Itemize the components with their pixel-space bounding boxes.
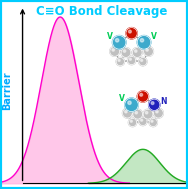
Text: V: V <box>119 94 125 103</box>
Text: V: V <box>151 32 157 41</box>
Circle shape <box>143 109 153 119</box>
Circle shape <box>139 57 147 66</box>
Circle shape <box>125 110 127 113</box>
Circle shape <box>151 102 154 105</box>
Circle shape <box>123 108 132 118</box>
Circle shape <box>110 46 120 56</box>
Circle shape <box>141 119 143 121</box>
Circle shape <box>126 28 137 39</box>
Circle shape <box>149 118 157 127</box>
Circle shape <box>137 91 149 102</box>
Circle shape <box>145 112 148 114</box>
Circle shape <box>156 110 158 113</box>
Text: N: N <box>160 97 167 106</box>
Circle shape <box>135 50 137 52</box>
Circle shape <box>115 39 119 42</box>
Circle shape <box>116 57 124 66</box>
Circle shape <box>130 120 132 122</box>
Circle shape <box>129 58 131 60</box>
Circle shape <box>140 93 143 96</box>
Circle shape <box>132 48 142 57</box>
Circle shape <box>123 50 126 52</box>
Circle shape <box>128 30 131 33</box>
Circle shape <box>146 49 148 51</box>
Circle shape <box>153 108 163 118</box>
Circle shape <box>140 39 144 42</box>
Circle shape <box>112 49 114 51</box>
Circle shape <box>133 109 143 119</box>
Circle shape <box>128 118 137 127</box>
Circle shape <box>144 46 153 56</box>
Circle shape <box>128 101 131 105</box>
Text: V: V <box>107 32 113 41</box>
Text: C≡O Bond Cleavage: C≡O Bond Cleavage <box>36 5 167 18</box>
Circle shape <box>151 120 153 122</box>
Circle shape <box>137 36 151 49</box>
Circle shape <box>135 112 137 114</box>
Circle shape <box>127 56 136 65</box>
Circle shape <box>112 36 126 49</box>
Circle shape <box>121 48 131 57</box>
Circle shape <box>139 117 147 126</box>
Circle shape <box>118 59 120 61</box>
Text: Barrier: Barrier <box>2 71 13 110</box>
Circle shape <box>141 59 143 61</box>
Circle shape <box>125 98 138 112</box>
Circle shape <box>149 99 160 110</box>
